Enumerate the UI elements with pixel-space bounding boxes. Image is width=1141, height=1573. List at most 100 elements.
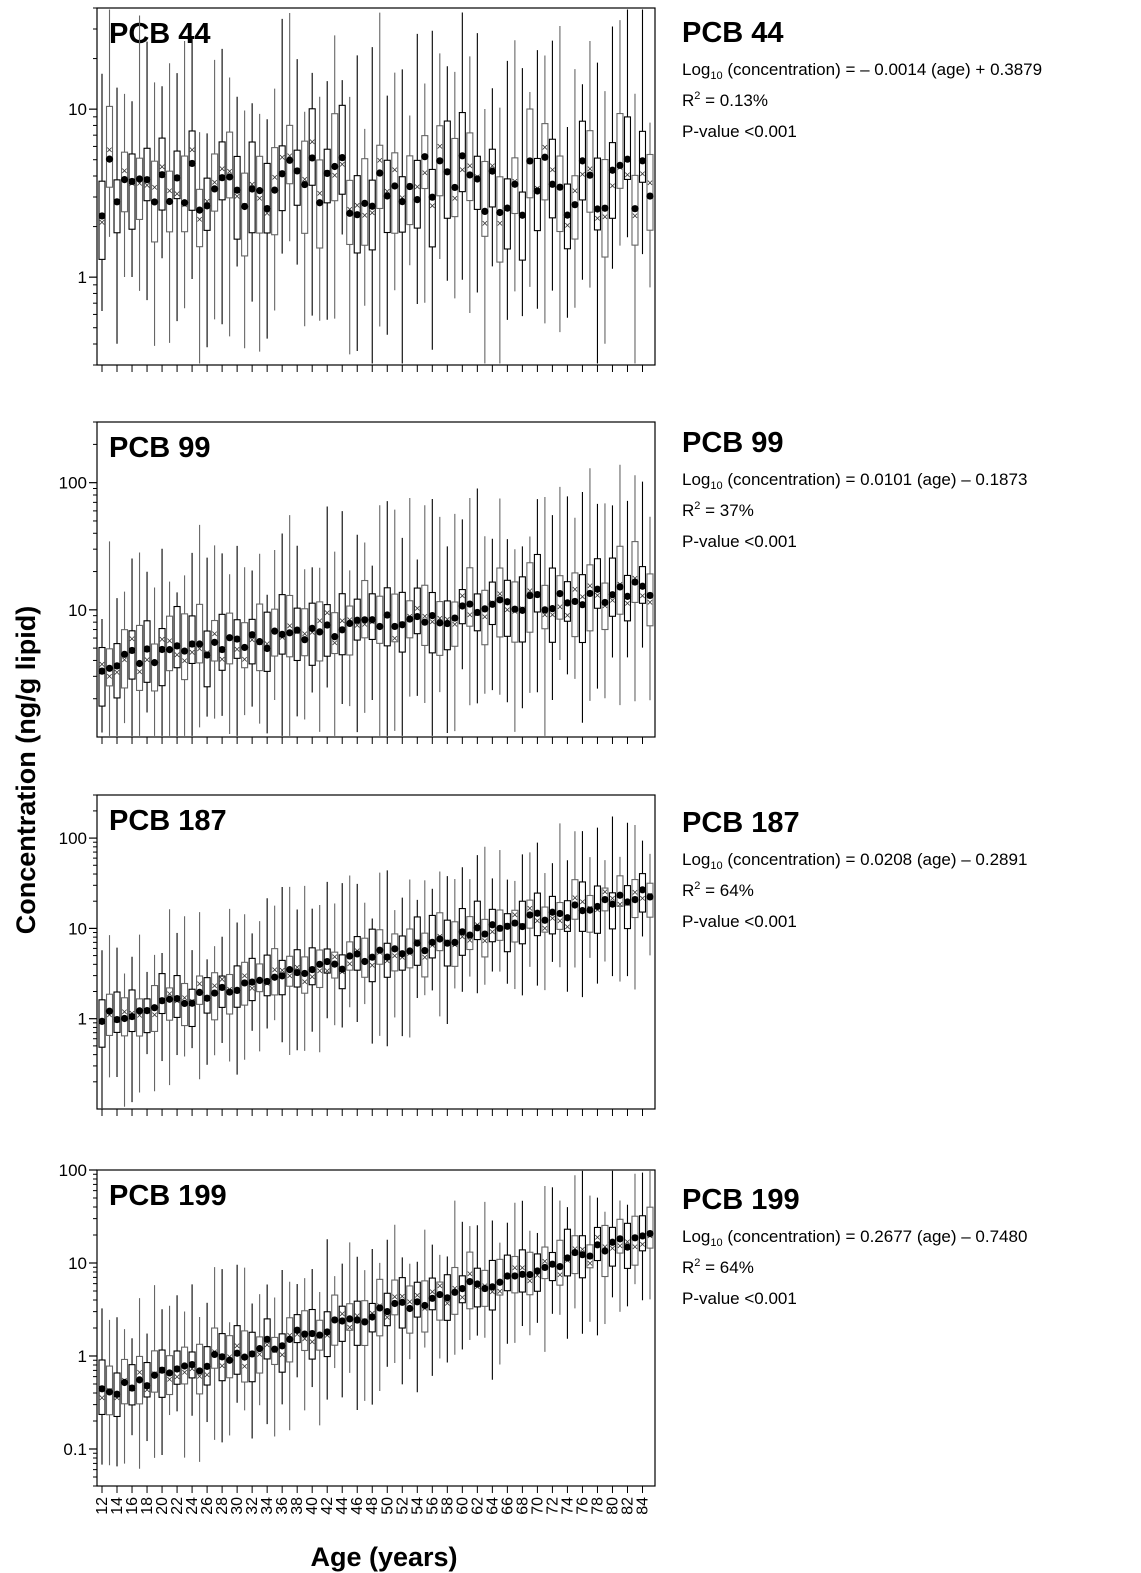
median-point [368, 1313, 376, 1321]
mean-marker: × [602, 887, 608, 899]
mean-marker: × [587, 1258, 593, 1270]
x-tick-label: 34 [259, 1497, 276, 1515]
median-point [466, 171, 474, 179]
mean-marker: × [632, 211, 638, 223]
mean-marker: × [219, 974, 225, 986]
median-point [271, 1345, 279, 1353]
box-iqr [196, 188, 204, 248]
mean-marker: × [234, 1341, 240, 1353]
x-tick-label: 68 [514, 1497, 531, 1515]
plot-frame [96, 421, 656, 738]
median-point [316, 1331, 324, 1339]
regression-equation: Log10 (concentration) = 0.0208 (age) – 0… [682, 850, 1028, 872]
box-iqr [286, 594, 294, 658]
box-iqr [113, 179, 121, 234]
median-point [413, 939, 421, 947]
median-point [601, 1247, 609, 1255]
median-point [398, 198, 406, 206]
box-iqr [293, 149, 301, 206]
mean-marker: × [414, 1290, 420, 1302]
median-point [188, 1360, 196, 1369]
median-point [578, 601, 587, 609]
x-tick-label: 84 [634, 1497, 651, 1515]
box-iqr [391, 152, 399, 234]
box-iqr [211, 1327, 219, 1369]
box-iqr [173, 605, 181, 669]
median-point [586, 589, 594, 598]
y-tick-label: 100 [59, 474, 87, 493]
mean-marker: × [121, 1006, 127, 1018]
median-point [616, 583, 624, 591]
median-point [503, 1272, 511, 1280]
median-point [195, 1367, 204, 1375]
median-point [533, 187, 541, 195]
median-point [571, 1248, 579, 1257]
mean-marker: × [294, 962, 300, 974]
panel-title: PCB 199 [109, 1180, 227, 1212]
median-point [586, 1252, 594, 1260]
box-iqr [616, 875, 624, 907]
median-point [428, 1294, 436, 1302]
median-point [286, 629, 294, 637]
median-point [211, 638, 219, 646]
median-point [383, 611, 391, 619]
median-point [143, 645, 151, 653]
box-iqr [391, 1279, 399, 1316]
mean-marker: × [527, 1276, 533, 1288]
mean-marker: × [234, 191, 240, 203]
median-point [361, 1318, 369, 1326]
mean-marker: × [452, 619, 458, 631]
box-iqr [556, 155, 564, 233]
mean-marker: × [527, 903, 533, 915]
box-iqr [391, 593, 399, 643]
median-point [241, 643, 249, 652]
y-tick-label: 1 [78, 268, 87, 287]
mean-marker: × [294, 1329, 300, 1341]
box-iqr [233, 965, 241, 1008]
mean-marker: × [497, 1286, 503, 1298]
median-point [413, 612, 421, 621]
mean-marker: × [309, 1336, 315, 1348]
mean-marker: × [632, 1241, 638, 1253]
median-point [120, 1378, 129, 1387]
median-point [391, 945, 399, 953]
mean-marker: × [144, 1384, 150, 1396]
mean-marker: × [189, 145, 195, 157]
median-point [226, 1356, 234, 1364]
median-point [406, 947, 414, 955]
median-point [286, 156, 294, 164]
median-point [218, 645, 226, 654]
median-point [113, 198, 121, 206]
median-point [203, 202, 211, 210]
median-point [608, 900, 617, 908]
mean-marker: × [144, 654, 150, 666]
median-point [623, 592, 632, 600]
box-iqr [128, 989, 136, 1033]
mean-marker: × [579, 591, 585, 603]
x-tick-label: 32 [244, 1497, 261, 1515]
compound-name: PCB 199 [682, 1184, 800, 1216]
median-point [436, 935, 444, 943]
x-tick-label: 54 [409, 1497, 426, 1515]
median-point [256, 976, 264, 985]
box-iqr [128, 630, 136, 680]
mean-marker: × [106, 671, 112, 683]
median-point [421, 618, 429, 626]
mean-marker: × [549, 913, 555, 925]
mean-marker: × [647, 178, 653, 190]
mean-marker: × [256, 193, 262, 205]
median-point [346, 1315, 354, 1323]
median-point [263, 204, 271, 213]
mean-marker: × [587, 164, 593, 176]
x-tick-label: 58 [439, 1497, 456, 1515]
median-point [368, 202, 376, 210]
box-iqr [541, 1246, 549, 1280]
median-point [436, 1290, 444, 1299]
median-point [308, 966, 316, 974]
median-point [233, 1349, 241, 1357]
mean-marker: × [429, 940, 435, 952]
r-squared: R2 = 0.13% [682, 90, 768, 111]
median-point [353, 616, 361, 624]
median-point [376, 622, 384, 631]
median-point [563, 211, 572, 219]
